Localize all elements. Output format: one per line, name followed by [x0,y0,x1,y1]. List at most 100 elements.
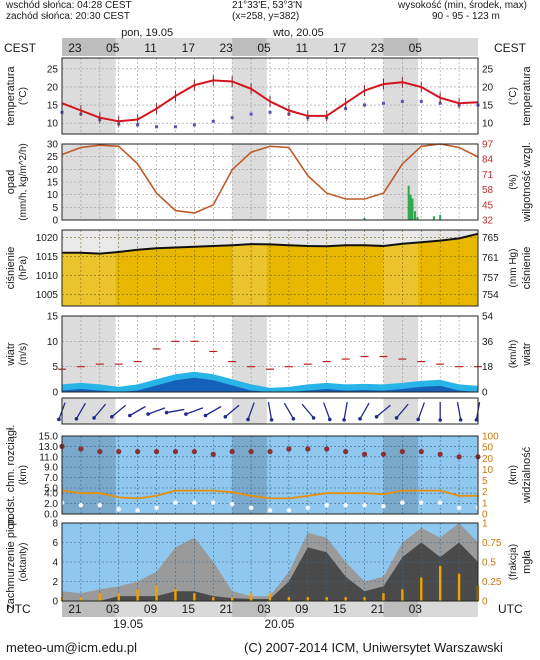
wind-dir-night-0 [62,398,116,424]
cloud-low-dot-19 [418,500,424,505]
cloud-low-dot-9 [229,501,235,507]
sunset-text: zachód słońca: 20:30 CEST [6,11,130,22]
cloud-base-dot-8 [210,451,216,457]
bottom-axis-night-0 [62,601,116,617]
wind-arrow-head-3 [110,414,114,419]
wind-ltick-1: 5 [52,362,58,373]
top-axis-night-1 [232,38,267,56]
temp-left-unit: (°C) [18,87,29,105]
vis-rtick-6: 50 [482,443,494,454]
coords-text: 21°33'E, 53°3'N [232,0,303,11]
wind-arrow-head-21 [458,418,463,422]
top-day1: pon, 19.05 [121,27,173,39]
top-hour-0: 23 [68,41,82,55]
wind-arrow-head-18 [394,416,399,420]
wind-dir-night-2 [383,398,419,424]
humidity-rtick-2: 58 [482,185,494,196]
cloud-low-dot-8 [210,500,216,505]
fog-bar-2 [98,593,102,601]
precip-left-unit: (mm/h, kg/m^2/h) [18,143,29,220]
vis-ltick-6: 11.0 [39,452,58,463]
cloud-ltick-2: 4 [52,558,58,569]
cloud-base-dot-5 [153,449,160,455]
temp-dew-point-17 [381,101,385,105]
bottom-hour-5: 03 [257,602,271,616]
cloud-low-dot-21 [456,505,462,511]
cloud-base-dot-17 [380,451,387,457]
humidity-rtick-0: 32 [482,216,494,227]
elevation-values: 90 - 95 - 123 m [432,11,500,22]
vis-ltick-2: 4.0 [44,489,58,500]
vis-left-unit: (km) [18,465,29,485]
vis-right-label: widzialność [521,446,533,504]
pressure-right-label: ciśnienie [521,247,533,290]
wind-right-label: wiatr [521,342,533,367]
temp-night-0 [62,58,116,134]
fog-rtick-2: 0.5 [482,558,496,569]
cloud-frame [61,522,479,602]
cloud-base-dot-19 [418,449,424,455]
precip-bar-2 [411,198,414,220]
cloud-base-dot-1 [78,446,84,452]
wind-arrow-head-7 [184,412,188,416]
top-hour-3: 17 [182,41,196,55]
vis-rtick-3: 5 [482,476,488,487]
cloud-right-label: mgła [521,549,533,574]
wind-night-0 [62,316,116,392]
wind-arrow-14 [323,402,331,420]
wind-arrow-head-0 [57,417,61,422]
temp-ltick-3: 25 [47,64,59,75]
bottom-axis-strip [62,601,478,617]
wind-arrow-4 [129,405,146,417]
vis-rtick-0: 0 [482,510,488,521]
wind-arrow-17 [376,404,391,418]
wind-dir-frame [61,397,479,425]
fog-bar-17 [382,593,385,601]
cloud-base-dot-21 [456,454,462,460]
wind-arrow-2 [93,403,107,419]
wind-ltick-3: 15 [47,312,59,323]
precip-ltick-2: 10 [47,190,59,201]
temp-rtick-1: 15 [482,101,494,112]
vis-rtick-7: 100 [482,432,499,443]
top-hour-1: 05 [106,41,120,55]
wind-arrow-head-20 [438,418,442,422]
top-axis-night-0 [62,38,116,56]
cloud-low-dot-12 [286,508,292,513]
precip-ltick-4: 20 [47,165,59,176]
vis-ltick-0: 0.0 [44,510,58,521]
vis-ltick-7: 13.0 [39,442,59,453]
cloud-ltick-3: 6 [52,538,58,549]
bottom-hour-8: 21 [371,602,385,616]
precip-bar-6 [432,216,435,220]
temp-dew-point-8 [211,119,215,123]
wind-arrow-head-17 [374,414,379,419]
precip-left-label: opad [5,170,17,194]
wind-arrow-21 [456,402,462,420]
bottom-hour-3: 15 [182,602,196,616]
vis-ltick-3: 5.0 [44,484,58,495]
vis-left-label: podst. chm. rozciągł. [5,425,17,526]
fog-bar-11 [268,593,272,601]
top-hour-8: 23 [371,41,385,55]
wind-arrow-9 [224,404,240,418]
top-tz-right: CEST [494,41,527,55]
bottom-hour-2: 09 [144,602,158,616]
footer-email[interactable]: meteo-um@icm.edu.pl [6,640,137,655]
elevation-label: wysokość (min, środek, max) [398,0,527,11]
fog-bar-7 [193,593,196,601]
precip-ltick-3: 15 [47,178,59,189]
temp-dew-point-9 [230,116,234,120]
fog-bar-19 [420,577,423,601]
fog-bar-10 [249,593,253,601]
wind-ltick-0: 0 [52,388,58,399]
wind-arrow-5 [147,407,166,415]
cloud-base-dot-7 [191,449,197,455]
wind-arrow-head-19 [416,417,420,422]
bottom-hour-9: 03 [409,602,423,616]
precip-right-unit: (%) [508,174,519,190]
wind-arrow-18 [396,403,409,419]
cloud-low-dot-13 [305,505,311,511]
cloud-low-dot-10 [248,505,254,511]
